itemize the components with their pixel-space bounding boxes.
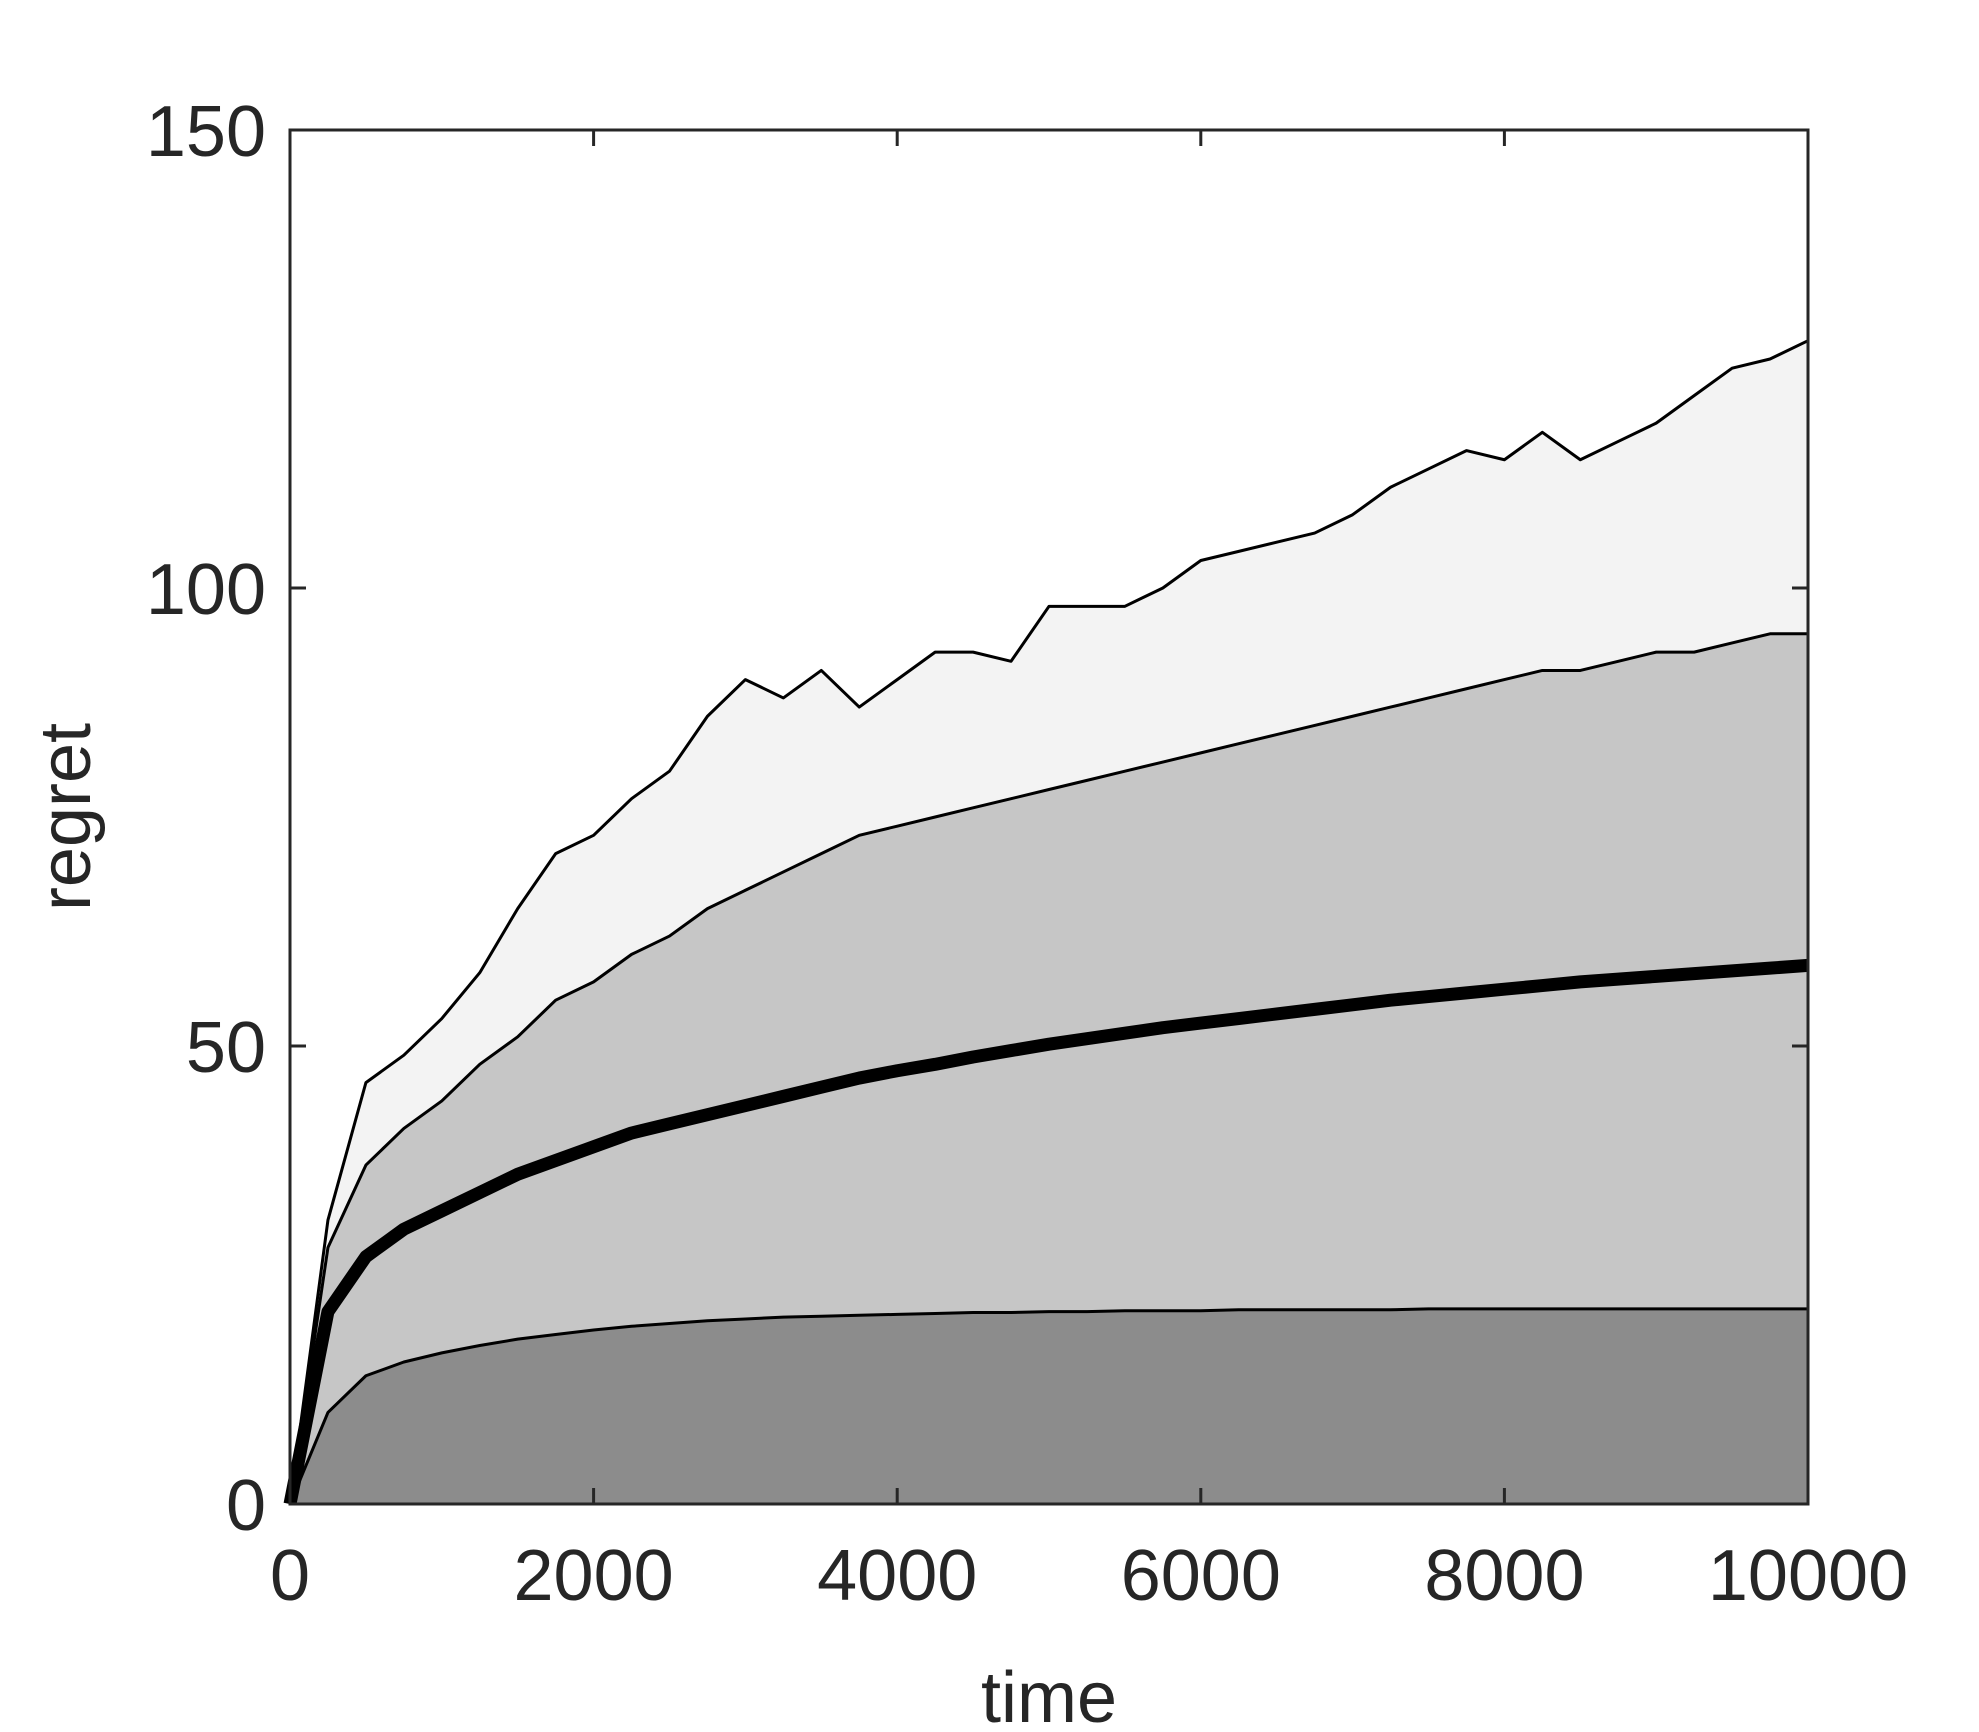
x-tick-label: 10000 — [1708, 1536, 1908, 1616]
series-line-2 — [283, 958, 1809, 1506]
y-axis-label: regret — [26, 723, 106, 911]
x-tick-label: 4000 — [817, 1536, 977, 1616]
axes: 0 2000 4000 6000 8000 10000 0 50 100 150 — [146, 92, 1908, 1616]
series-lines — [283, 339, 1809, 1506]
x-tick-label: 8000 — [1424, 1536, 1584, 1616]
area-band-1 — [290, 633, 1808, 1504]
y-tick-label: 100 — [146, 550, 266, 630]
x-axis-label: time — [981, 1658, 1117, 1732]
series-line-1 — [288, 632, 1808, 1505]
series-line-0 — [288, 339, 1809, 1505]
series-line-3 — [288, 1307, 1808, 1505]
y-tick-label: 0 — [226, 1466, 266, 1546]
x-tick-label: 2000 — [514, 1536, 674, 1616]
y-tick-label: 150 — [146, 92, 266, 172]
area-band-3 — [290, 1308, 1808, 1504]
plot-frame — [288, 128, 1810, 1506]
y-tick-label: 50 — [186, 1008, 266, 1088]
x-tick-label: 0 — [270, 1536, 310, 1616]
area-layers — [290, 340, 1808, 1505]
x-tick-label: 6000 — [1121, 1536, 1281, 1616]
